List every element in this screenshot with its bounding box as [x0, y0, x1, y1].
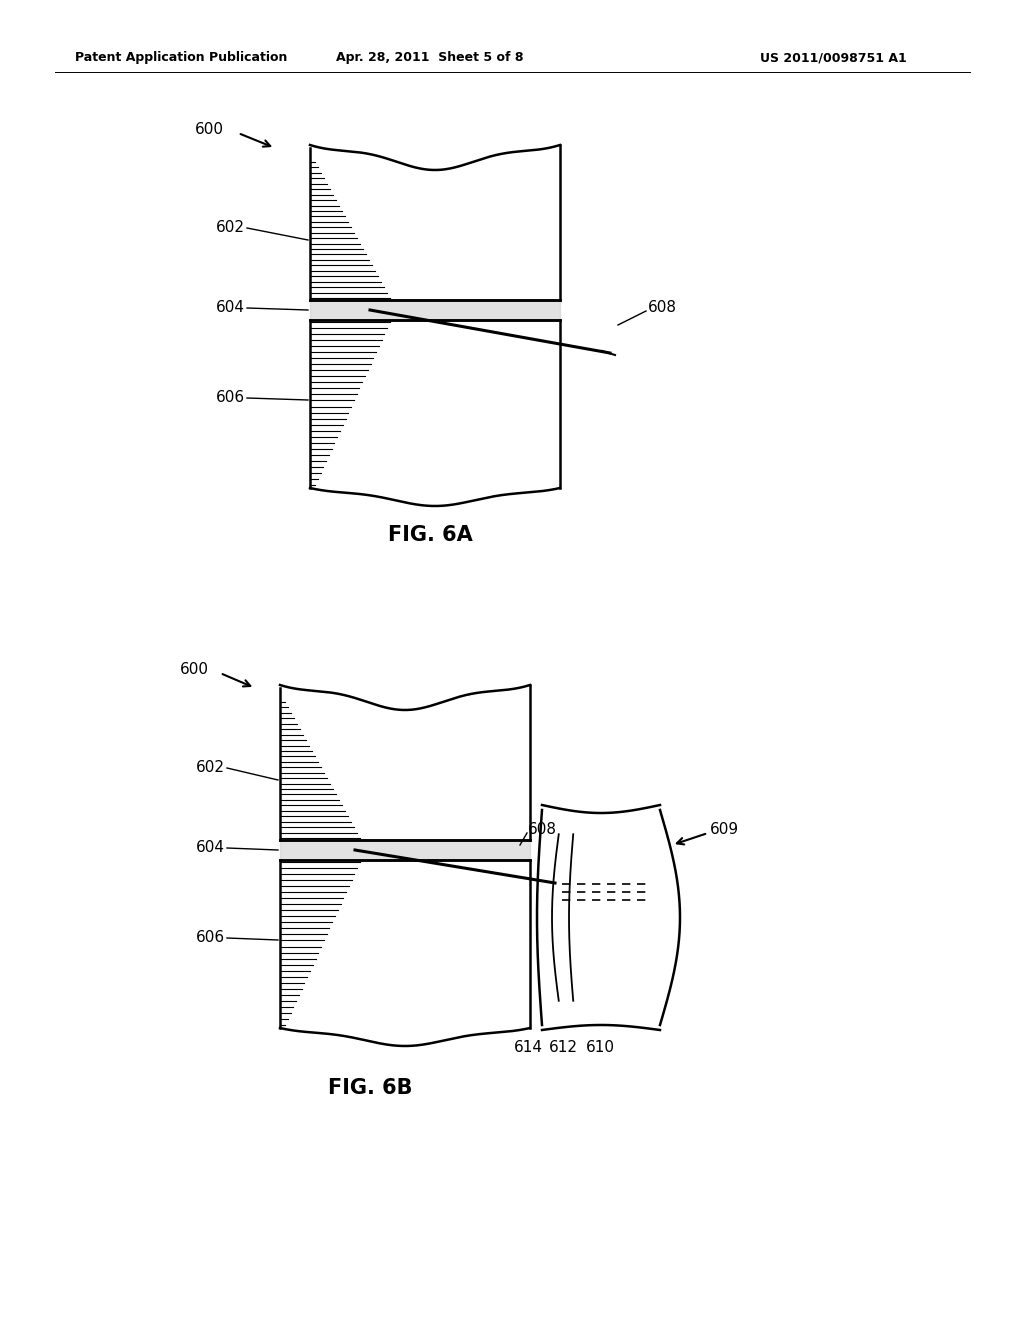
- Text: 608: 608: [528, 822, 557, 837]
- Text: Apr. 28, 2011  Sheet 5 of 8: Apr. 28, 2011 Sheet 5 of 8: [336, 51, 523, 65]
- Text: 608: 608: [648, 301, 677, 315]
- Text: 604: 604: [196, 841, 225, 855]
- Text: US 2011/0098751 A1: US 2011/0098751 A1: [760, 51, 906, 65]
- Text: 602: 602: [196, 760, 225, 776]
- Text: 610: 610: [586, 1040, 614, 1055]
- Text: 606: 606: [216, 391, 245, 405]
- Text: 600: 600: [195, 123, 224, 137]
- Text: 606: 606: [196, 931, 225, 945]
- Text: 614: 614: [513, 1040, 543, 1055]
- Text: FIG. 6A: FIG. 6A: [388, 525, 472, 545]
- Text: 600: 600: [180, 663, 209, 677]
- Text: Patent Application Publication: Patent Application Publication: [75, 51, 288, 65]
- Text: 604: 604: [216, 301, 245, 315]
- Text: FIG. 6B: FIG. 6B: [328, 1078, 413, 1098]
- Text: 602: 602: [216, 220, 245, 235]
- Text: 612: 612: [549, 1040, 578, 1055]
- Text: 609: 609: [710, 822, 739, 837]
